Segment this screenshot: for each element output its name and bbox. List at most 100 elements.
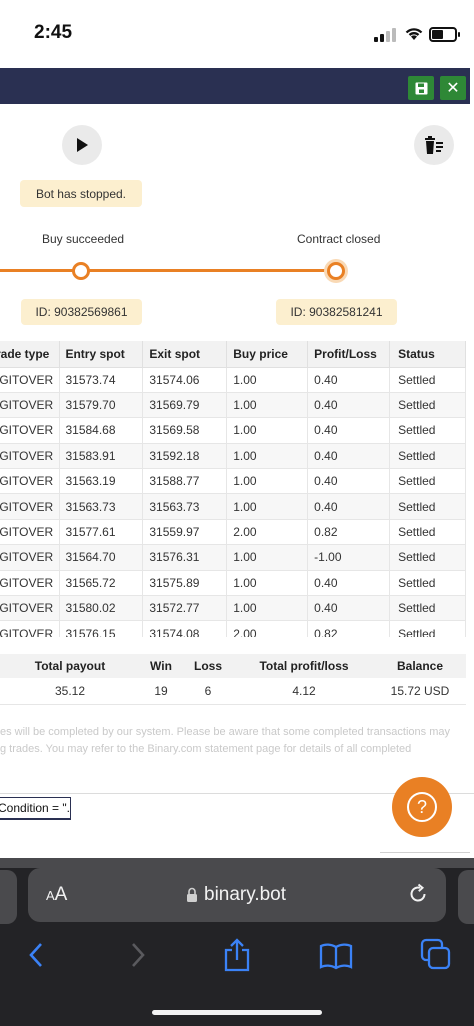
status: Settled bbox=[389, 417, 466, 444]
buy-price: 1.00 bbox=[226, 493, 309, 520]
section-divider bbox=[0, 793, 474, 794]
col-status: Status bbox=[389, 341, 466, 368]
trade-type: IGITOVER bbox=[0, 468, 61, 495]
text-size-large-label: A bbox=[54, 884, 68, 905]
col-profit-loss: Profit/Loss bbox=[307, 341, 391, 368]
trade-type: IGITOVER bbox=[0, 519, 61, 546]
trade-type: IGITOVER bbox=[0, 493, 61, 520]
contract-closed-label: Contract closed bbox=[297, 232, 381, 246]
col-trade-type: rade type bbox=[0, 341, 61, 368]
table-row[interactable]: IGITOVER 31576.15 31574.08 2.00 0.82 Settled bbox=[0, 620, 466, 637]
app-header: ✕ bbox=[0, 68, 470, 104]
text-size-button[interactable]: AA bbox=[46, 884, 67, 906]
share-icon[interactable] bbox=[222, 938, 252, 972]
trade-type: IGITOVER bbox=[0, 367, 61, 393]
col-entry-spot: Entry spot bbox=[59, 341, 144, 368]
table-row[interactable]: IGITOVER 31563.19 31588.77 1.00 0.40 Settled bbox=[0, 468, 466, 495]
next-tab-preview[interactable] bbox=[458, 870, 474, 924]
win-count: 19 bbox=[140, 678, 182, 705]
contract-id-badge[interactable]: ID: 90382581241 bbox=[276, 299, 397, 325]
col-loss: Loss bbox=[182, 654, 234, 678]
buy-price: 2.00 bbox=[226, 519, 309, 546]
col-balance: Balance bbox=[374, 654, 466, 678]
profit-loss: 0.40 bbox=[307, 570, 391, 597]
table-header-row: rade type Entry spot Exit spot Buy price… bbox=[0, 341, 466, 368]
entry-spot: 31583.91 bbox=[59, 443, 144, 470]
lock-icon bbox=[187, 887, 197, 902]
profit-loss: 0.40 bbox=[307, 468, 391, 495]
status: Settled bbox=[389, 493, 466, 520]
trade-type: IGITOVER bbox=[0, 544, 61, 571]
trade-type: IGITOVER bbox=[0, 392, 61, 419]
close-button[interactable]: ✕ bbox=[440, 76, 466, 100]
summary-row: 35.12 19 6 4.12 15.72 USD bbox=[0, 678, 466, 705]
status: Settled bbox=[389, 544, 466, 571]
table-row[interactable]: IGITOVER 31563.73 31563.73 1.00 0.40 Settled bbox=[0, 493, 466, 520]
bot-status-message: Bot has stopped. bbox=[20, 180, 142, 207]
trade-type: IGITOVER bbox=[0, 417, 61, 444]
exit-spot: 31569.58 bbox=[142, 417, 228, 444]
entry-spot: 31573.74 bbox=[59, 367, 144, 393]
profit-loss: -1.00 bbox=[307, 544, 391, 571]
table-row[interactable]: IGITOVER 31564.70 31576.31 1.00 -1.00 Settled bbox=[0, 544, 466, 571]
status: Settled bbox=[389, 519, 466, 546]
exit-spot: 31563.73 bbox=[142, 493, 228, 520]
trade-type: IGITOVER bbox=[0, 443, 61, 470]
buy-price: 1.00 bbox=[226, 417, 309, 444]
bookmarks-icon[interactable] bbox=[319, 942, 353, 970]
transactions-body: IGITOVER 31573.74 31574.06 1.00 0.40 Settled … bbox=[0, 367, 466, 637]
table-row[interactable]: IGITOVER 31580.02 31572.77 1.00 0.40 Settled bbox=[0, 595, 466, 622]
floppy-disk-icon bbox=[415, 82, 427, 94]
reload-icon[interactable] bbox=[406, 882, 430, 906]
table-row[interactable]: IGITOVER 31573.74 31574.06 1.00 0.40 Settled bbox=[0, 367, 466, 393]
home-indicator bbox=[152, 1010, 322, 1015]
entry-spot: 31580.02 bbox=[59, 595, 144, 622]
run-bot-button[interactable] bbox=[62, 125, 102, 165]
previous-tab-preview[interactable] bbox=[0, 870, 17, 924]
buy-id-badge[interactable]: ID: 90382569861 bbox=[21, 299, 142, 325]
address-bar[interactable]: AA binary.bot bbox=[28, 868, 446, 922]
entry-spot: 31577.61 bbox=[59, 519, 144, 546]
col-exit-spot: Exit spot bbox=[142, 341, 228, 368]
transactions-table-container[interactable]: rade type Entry spot Exit spot Buy price… bbox=[0, 341, 470, 637]
status: Settled bbox=[389, 392, 466, 419]
status-time: 2:45 bbox=[34, 22, 73, 43]
col-total-payout: Total payout bbox=[0, 654, 140, 678]
text-size-small-label: A bbox=[46, 888, 55, 903]
trade-type: IGITOVER bbox=[0, 595, 61, 622]
cellular-signal-icon bbox=[374, 28, 398, 42]
balance-value: 15.72 USD bbox=[374, 678, 466, 705]
exit-spot: 31575.89 bbox=[142, 570, 228, 597]
profit-loss: 0.82 bbox=[307, 519, 391, 546]
status: Settled bbox=[389, 595, 466, 622]
table-row[interactable]: IGITOVER 31565.72 31575.89 1.00 0.40 Settled bbox=[0, 570, 466, 597]
exit-spot: 31572.77 bbox=[142, 595, 228, 622]
back-icon[interactable] bbox=[26, 942, 48, 968]
question-mark-icon: ? bbox=[407, 792, 437, 822]
forward-icon[interactable] bbox=[126, 942, 148, 968]
help-button[interactable]: ? bbox=[392, 777, 452, 837]
exit-spot: 31588.77 bbox=[142, 468, 228, 495]
entry-spot: 31579.70 bbox=[59, 392, 144, 419]
buy-price: 1.00 bbox=[226, 443, 309, 470]
table-row[interactable]: IGITOVER 31584.68 31569.58 1.00 0.40 Settled bbox=[0, 417, 466, 444]
buy-price: 1.00 bbox=[226, 544, 309, 571]
tabs-icon[interactable] bbox=[420, 938, 452, 972]
profit-loss: 0.40 bbox=[307, 392, 391, 419]
contract-step-node bbox=[327, 262, 345, 280]
table-row[interactable]: IGITOVER 31583.91 31592.18 1.00 0.40 Settled bbox=[0, 443, 466, 470]
entry-spot: 31564.70 bbox=[59, 544, 144, 571]
buy-price: 1.00 bbox=[226, 392, 309, 419]
condition-text: Condition = ". bbox=[0, 798, 70, 818]
summary-header-row: Total payout Win Loss Total profit/loss … bbox=[0, 654, 466, 678]
clear-log-button[interactable] bbox=[414, 125, 454, 165]
buy-price: 2.00 bbox=[226, 620, 309, 637]
status: Settled bbox=[389, 620, 466, 637]
save-button[interactable] bbox=[408, 76, 434, 100]
table-row[interactable]: IGITOVER 31577.61 31559.97 2.00 0.82 Settled bbox=[0, 519, 466, 546]
table-row[interactable]: IGITOVER 31579.70 31569.79 1.00 0.40 Settled bbox=[0, 392, 466, 419]
scroll-divider bbox=[380, 852, 470, 853]
profit-loss: 0.82 bbox=[307, 620, 391, 637]
profit-loss: 0.40 bbox=[307, 367, 391, 393]
loss-count: 6 bbox=[182, 678, 234, 705]
